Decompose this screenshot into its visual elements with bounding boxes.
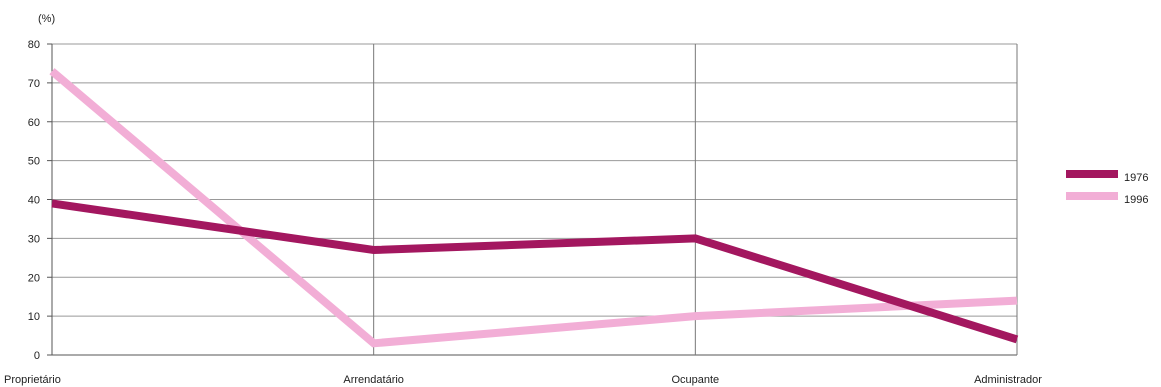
y-tick-label: 80 <box>28 39 40 51</box>
y-axis-label: (%) <box>38 13 55 25</box>
x-tick-label: Administrador <box>974 374 1042 386</box>
grid-lines <box>51 43 1018 356</box>
series-lines <box>49 68 1019 348</box>
legend-label: 1976 <box>1124 172 1148 184</box>
y-tick-label: 70 <box>28 78 40 90</box>
legend: 1976 1996 <box>1066 170 1148 206</box>
y-tick-label: 0 <box>34 350 40 362</box>
x-axis-ticks: Proprietário Arrendatário Ocupante Administ… <box>4 374 1042 386</box>
y-tick-label: 60 <box>28 117 40 129</box>
y-tick-label: 20 <box>28 272 40 284</box>
x-tick-label: Arrendatário <box>343 374 404 386</box>
series-line-1996 <box>49 68 1018 348</box>
x-tick-label: Proprietário <box>4 374 61 386</box>
y-axis-ticks: 0 10 20 30 40 50 60 70 80 <box>28 39 52 362</box>
x-tick-label: Ocupante <box>671 374 719 386</box>
y-tick-label: 50 <box>28 156 40 168</box>
series-line-1976 <box>51 199 1019 344</box>
y-tick-label: 40 <box>28 195 40 207</box>
y-tick-label: 10 <box>28 311 40 323</box>
y-tick-label: 30 <box>28 233 40 245</box>
legend-label: 1996 <box>1124 194 1148 206</box>
